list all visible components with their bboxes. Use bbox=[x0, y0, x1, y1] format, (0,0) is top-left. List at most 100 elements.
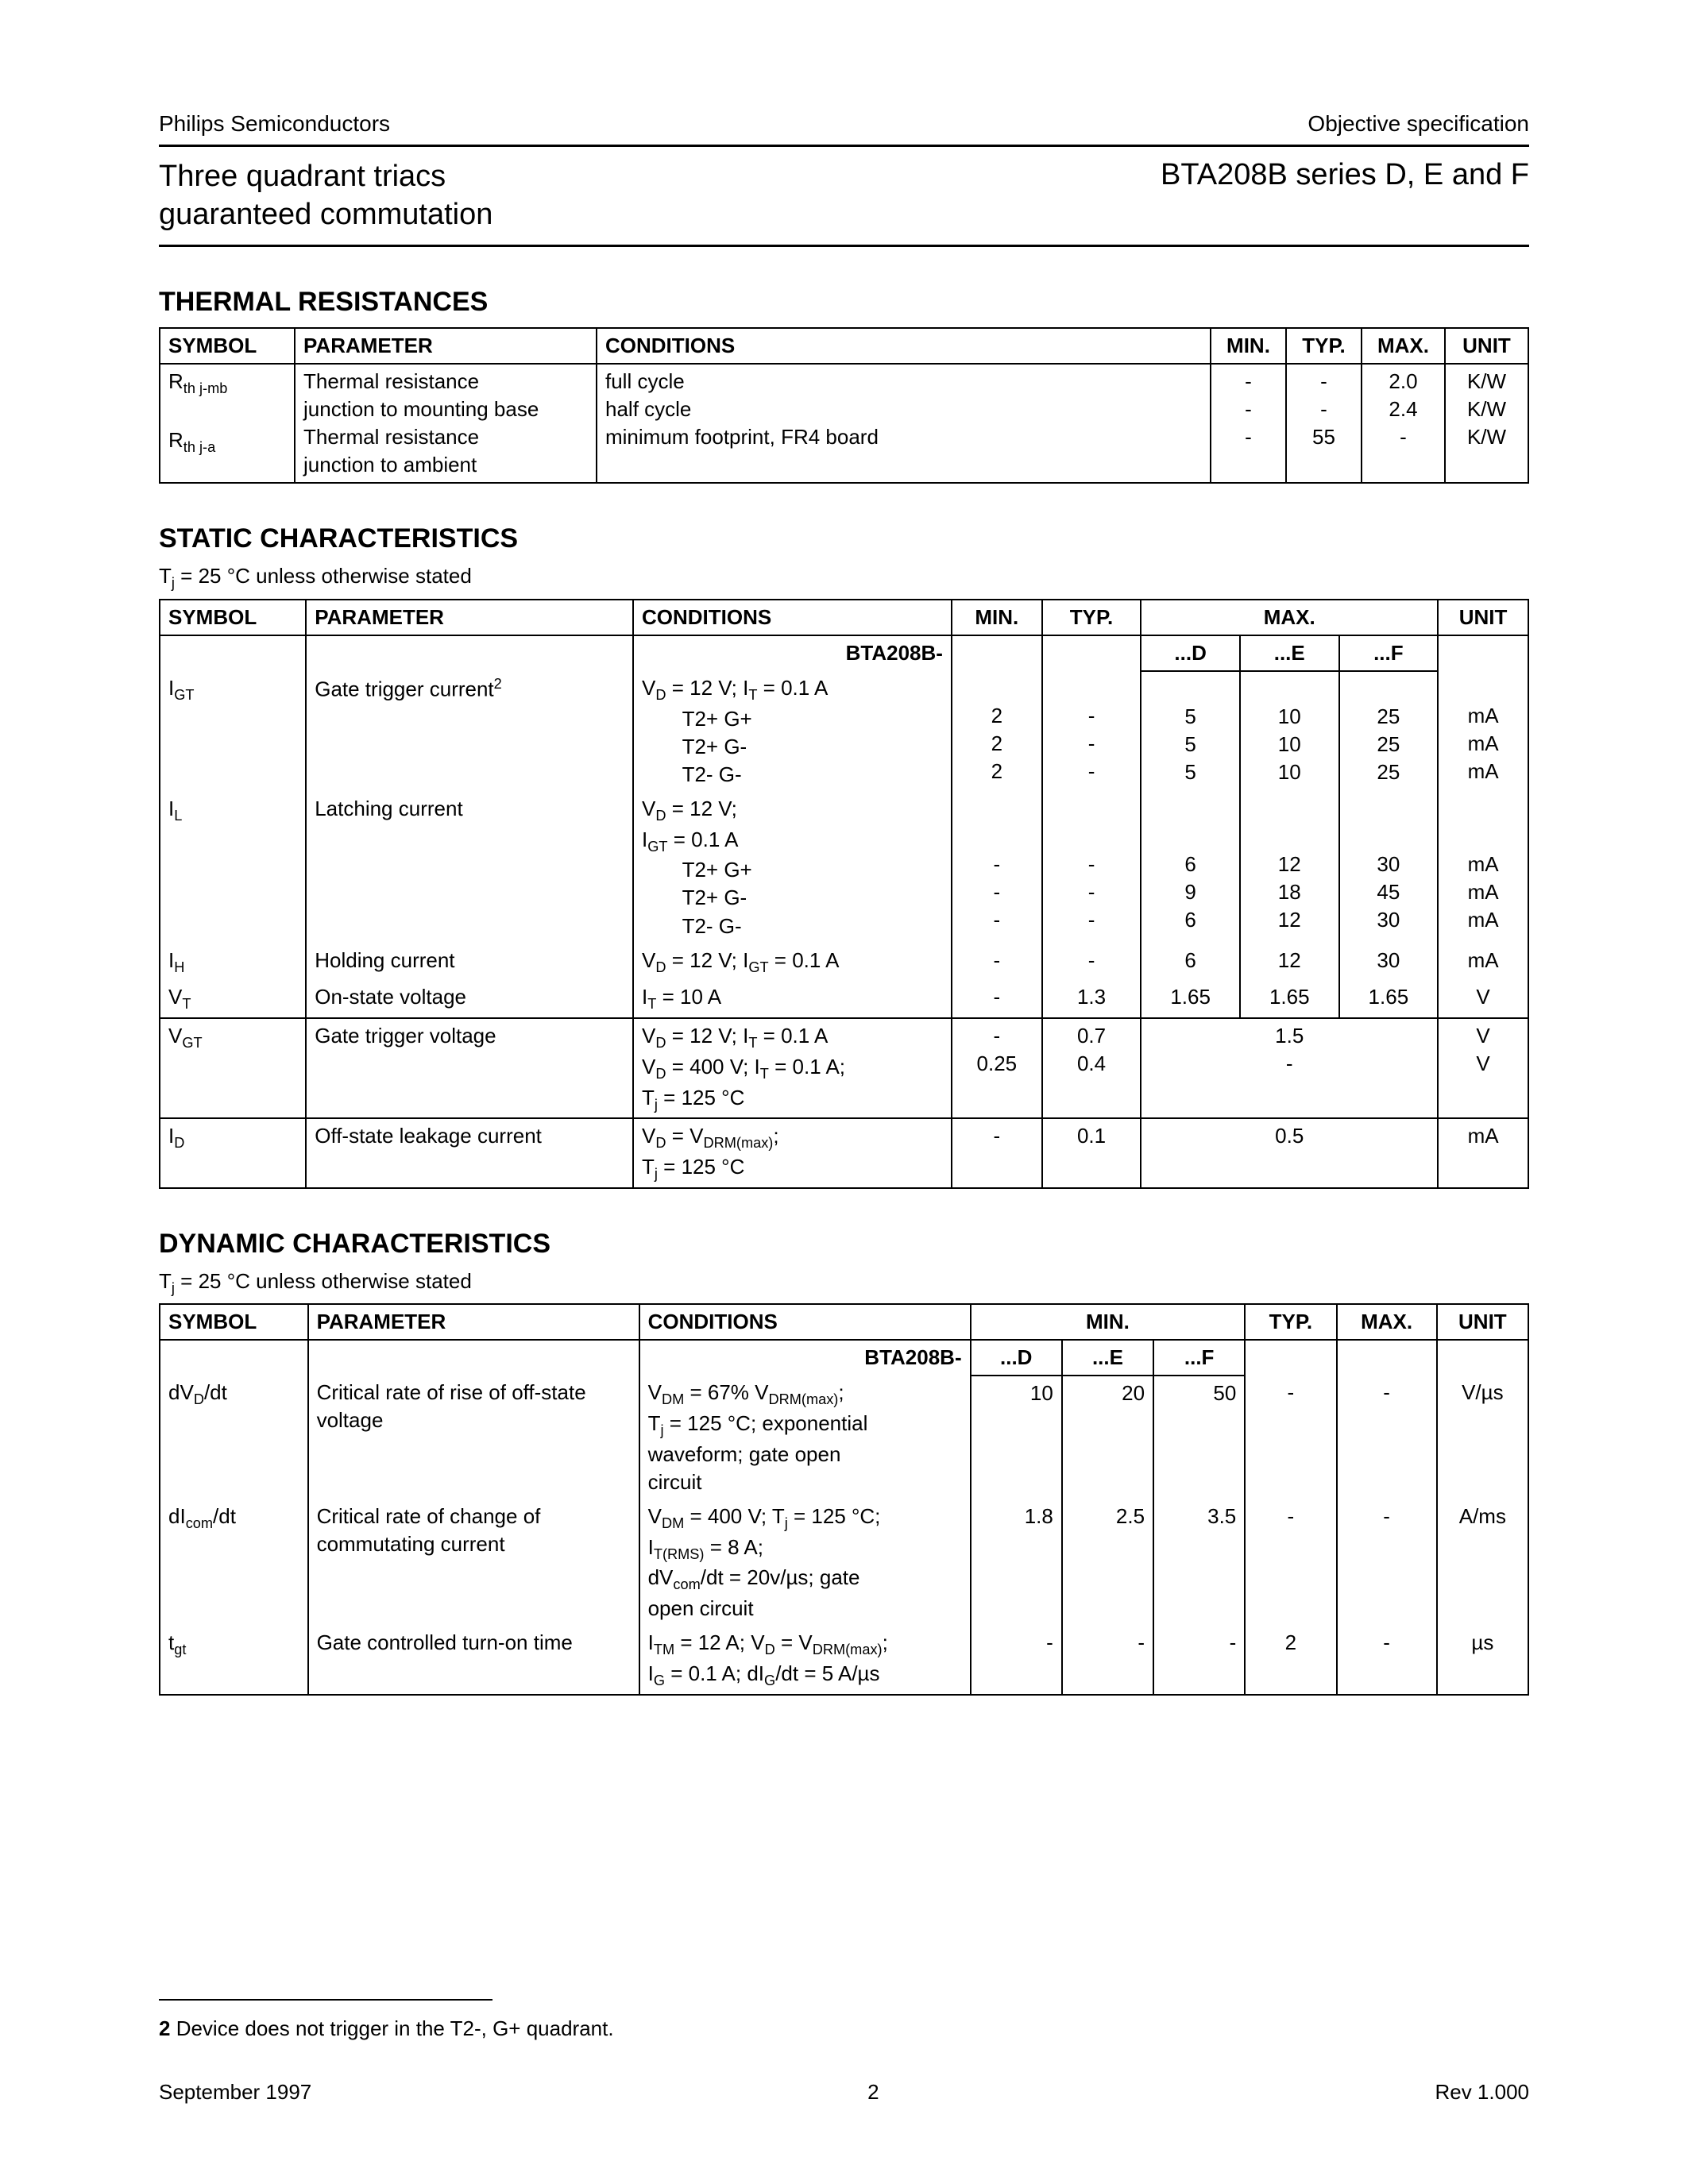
empty-cell bbox=[160, 1340, 308, 1376]
unit-cell: V bbox=[1438, 980, 1528, 1018]
static-table: SYMBOL PARAMETER CONDITIONS MIN. TYP. MA… bbox=[159, 599, 1529, 1189]
val: ...D bbox=[1174, 641, 1206, 665]
cs: GT bbox=[647, 839, 667, 855]
val: 30 bbox=[1377, 852, 1400, 876]
f-cell: 1.65 bbox=[1339, 980, 1439, 1018]
min-cell: - bbox=[952, 980, 1042, 1018]
table-header-row: SYMBOL PARAMETER CONDITIONS MIN. TYP. MA… bbox=[160, 1304, 1528, 1340]
e-cell: 2.5 bbox=[1062, 1499, 1153, 1626]
val: 1.5 bbox=[1275, 1024, 1304, 1048]
th-max: MAX. bbox=[1362, 328, 1445, 364]
symbol-cell: tgt bbox=[160, 1626, 308, 1695]
d-cell: - bbox=[971, 1626, 1062, 1695]
ct: T bbox=[642, 1155, 655, 1179]
ct: open circuit bbox=[648, 1596, 754, 1620]
ct: dV bbox=[648, 1565, 674, 1589]
val: 0.7 bbox=[1077, 1024, 1106, 1048]
d-cell: 10 bbox=[971, 1376, 1062, 1499]
typ-cell: 0.1 bbox=[1042, 1118, 1141, 1188]
ct: = 0.1 A bbox=[757, 1024, 828, 1048]
unit-cell: A/ms bbox=[1437, 1499, 1528, 1626]
ct: = 0.1 A bbox=[668, 828, 739, 851]
sub-d: ...D bbox=[1141, 635, 1240, 671]
val: V bbox=[1476, 1051, 1489, 1075]
e-cell: 12 bbox=[1240, 943, 1339, 981]
val: ...F bbox=[1373, 641, 1404, 665]
val: 25 bbox=[1377, 760, 1400, 784]
unit-cell: V/µs bbox=[1437, 1376, 1528, 1499]
unit-cell: mA bbox=[1438, 943, 1528, 981]
val: K/W bbox=[1467, 369, 1506, 393]
val: - bbox=[1245, 397, 1252, 421]
val: mA bbox=[1468, 731, 1499, 755]
ct: ; bbox=[883, 1630, 888, 1654]
cs: D bbox=[655, 808, 666, 824]
val: 5 bbox=[1184, 704, 1196, 728]
param-cell: On-state voltage bbox=[306, 980, 633, 1018]
ct: T2+ G- bbox=[682, 886, 747, 909]
param-text: junction to mounting base bbox=[303, 397, 539, 421]
val: - bbox=[1286, 1051, 1293, 1075]
ct: waveform; gate open bbox=[648, 1442, 841, 1466]
sub-e: ...E bbox=[1062, 1340, 1153, 1376]
page-header: Philips Semiconductors Objective specifi… bbox=[159, 111, 1529, 137]
cs: D bbox=[655, 1066, 666, 1082]
val: - bbox=[993, 880, 1000, 904]
val: - bbox=[993, 1024, 1000, 1048]
cs: GT bbox=[748, 959, 768, 975]
ct: T2+ G+ bbox=[682, 858, 752, 882]
symbol-cell: IH bbox=[160, 943, 306, 981]
param-cell: Critical rate of change of commutating c… bbox=[308, 1499, 639, 1626]
val: 12 bbox=[1278, 908, 1301, 932]
cs: T bbox=[748, 1035, 757, 1051]
val: ...E bbox=[1274, 641, 1305, 665]
title-right: BTA208B series D, E and F bbox=[1161, 158, 1529, 192]
th-max: MAX. bbox=[1141, 600, 1438, 635]
ct: = 12 V; I bbox=[666, 676, 748, 700]
typ-cell: --- bbox=[1042, 671, 1141, 792]
note-text: = 25 °C unless otherwise stated bbox=[175, 564, 472, 588]
empty-cell bbox=[308, 1340, 639, 1376]
th-symbol: SYMBOL bbox=[160, 600, 306, 635]
ct: = 125 °C; exponential bbox=[664, 1411, 868, 1435]
typ-cell: 0.70.4 bbox=[1042, 1018, 1141, 1118]
footnote-text: 2 Device does not trigger in the T2-, G+… bbox=[159, 2016, 1529, 2041]
cs: com bbox=[673, 1577, 700, 1593]
param-text: Gate trigger current bbox=[315, 677, 493, 701]
sym: V bbox=[168, 1024, 182, 1048]
ct: /dt = 5 A/µs bbox=[775, 1661, 879, 1685]
val: - bbox=[1088, 908, 1095, 932]
ct: = 12 V; I bbox=[666, 948, 748, 972]
d-cell: 696 bbox=[1141, 792, 1240, 943]
val: mA bbox=[1468, 759, 1499, 783]
val: - bbox=[993, 852, 1000, 876]
e-cell: 101010 bbox=[1240, 671, 1339, 792]
f-cell: 304530 bbox=[1339, 792, 1439, 943]
cs: D bbox=[655, 1035, 666, 1051]
unit-cell: mAmAmA bbox=[1438, 792, 1528, 943]
ct: = 0.1 A bbox=[769, 948, 840, 972]
val: - bbox=[1088, 759, 1095, 783]
e-cell: 1.65 bbox=[1240, 980, 1339, 1018]
ct: I bbox=[648, 1661, 654, 1685]
param-cell: Gate controlled turn-on time bbox=[308, 1626, 639, 1695]
cond-cell: full cycle half cycle minimum footprint,… bbox=[597, 364, 1211, 483]
param-cell: Off-state leakage current bbox=[306, 1118, 633, 1188]
val: 5 bbox=[1184, 760, 1196, 784]
max-cell: - bbox=[1337, 1499, 1437, 1626]
ct: = 12 V; I bbox=[666, 1024, 748, 1048]
unit-cell: K/W K/W K/W bbox=[1445, 364, 1528, 483]
header-left: Philips Semiconductors bbox=[159, 111, 390, 137]
subheader-cond: BTA208B- bbox=[639, 1340, 971, 1376]
cs: DM bbox=[662, 1391, 684, 1407]
th-typ: TYP. bbox=[1042, 600, 1141, 635]
sym-sub: GT bbox=[182, 1035, 202, 1051]
ct: = 12 A; V bbox=[674, 1630, 764, 1654]
cond-text: half cycle bbox=[605, 397, 691, 421]
symbol-cell: Rth j-mb Rth j-a bbox=[160, 364, 295, 483]
param-text: junction to ambient bbox=[303, 453, 477, 477]
val: - bbox=[1245, 369, 1252, 393]
val: 10 bbox=[1278, 732, 1301, 756]
note-text: T bbox=[159, 1269, 172, 1293]
sym-sub: com bbox=[186, 1515, 213, 1531]
